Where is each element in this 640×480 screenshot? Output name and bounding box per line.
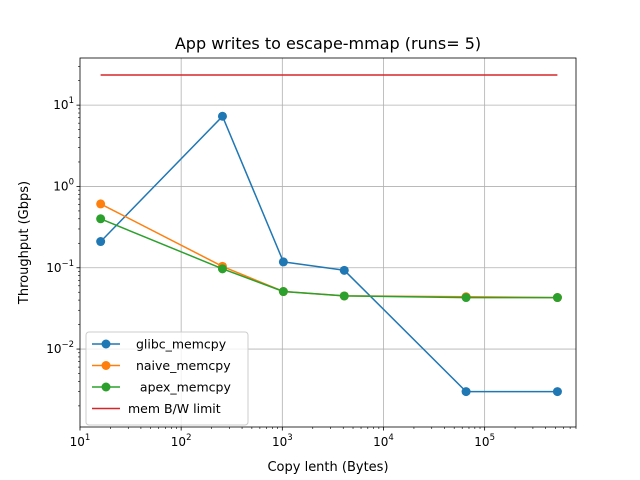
legend-swatch-marker: [101, 361, 111, 370]
y-tick-base: 10: [46, 342, 61, 356]
data-point: [96, 237, 106, 247]
series-2: [96, 214, 562, 303]
data-point: [278, 287, 288, 297]
x-tick-base: 10: [272, 435, 287, 449]
y-tick-base: 10: [46, 261, 61, 275]
y-tick-exponent: 1: [69, 96, 74, 106]
series-line: [100, 115, 558, 393]
legend-label: naive_memcpy: [128, 358, 231, 373]
y-tick-exponent: −1: [61, 259, 74, 269]
plot-frame: [79, 57, 577, 428]
x-axis-label: Copy lenth (Bytes): [267, 460, 388, 475]
chart-title: App writes to escape-mmap (runs= 5): [175, 34, 481, 53]
data-point: [552, 293, 562, 303]
x-tick-exponent: 4: [388, 433, 393, 443]
y-tick-label: 10−2: [46, 340, 74, 356]
data-point: [278, 257, 288, 267]
y-tick-base: 10: [53, 98, 68, 112]
y-tick-label: 101: [53, 96, 74, 112]
y-axis-label: Throughput (Gbps): [17, 181, 32, 305]
y-tick-base: 10: [53, 179, 68, 193]
data-point: [96, 214, 106, 224]
data-point: [96, 199, 106, 209]
data-point: [339, 265, 349, 275]
x-tick-label: 102: [171, 433, 192, 449]
legend: glibc_memcpy naive_memcpy apex_memcpymem…: [85, 331, 249, 426]
data-point: [217, 111, 227, 121]
x-tick-base: 10: [474, 435, 489, 449]
legend-label: apex_memcpy: [128, 380, 231, 395]
x-tick-label: 104: [373, 433, 394, 449]
x-tick-base: 10: [70, 435, 85, 449]
series-layer: [96, 74, 562, 397]
x-tick-exponent: 2: [186, 433, 191, 443]
legend-swatch-marker: [101, 339, 111, 349]
x-tick-exponent: 5: [490, 433, 495, 443]
data-point: [461, 293, 471, 303]
x-tick-label: 103: [272, 433, 293, 449]
x-tick-base: 10: [373, 435, 388, 449]
x-tick-base: 10: [171, 435, 186, 449]
y-tick-exponent: 0: [69, 177, 74, 187]
series-0: [96, 111, 562, 397]
x-tick-label: 101: [70, 433, 91, 449]
legend-box: [85, 331, 249, 426]
data-point: [552, 387, 562, 397]
x-tick-exponent: 3: [287, 433, 292, 443]
data-point: [339, 291, 349, 301]
x-tick-exponent: 1: [85, 433, 90, 443]
x-tick-label: 105: [474, 433, 495, 449]
y-tick-exponent: −2: [61, 340, 74, 350]
series-line: [100, 218, 558, 299]
legend-label: glibc_memcpy: [128, 337, 227, 352]
data-point: [461, 387, 471, 397]
legend-label: mem B/W limit: [128, 401, 221, 416]
legend-swatch-marker: [101, 382, 111, 392]
data-point: [217, 264, 227, 274]
y-tick-label: 10−1: [46, 259, 74, 275]
y-tick-label: 100: [53, 177, 74, 193]
